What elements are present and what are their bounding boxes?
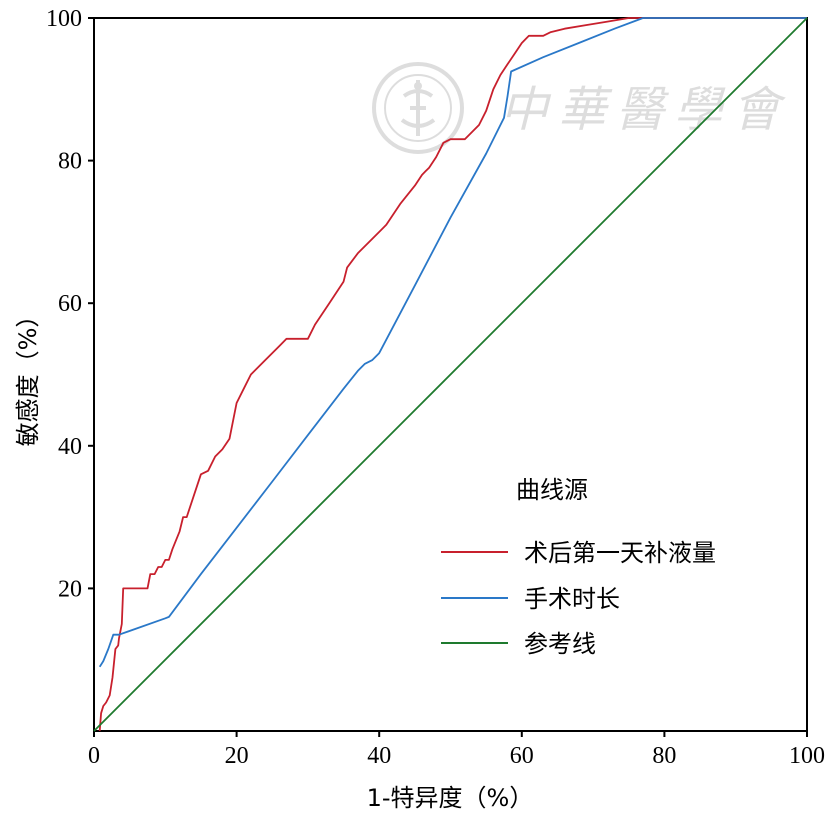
society-seal-icon [372,62,464,154]
y-axis-label: 敏感度（%） [14,304,42,447]
x-axis-label: 1-特异度（%） [367,784,534,812]
y-tick-label: 40 [58,434,82,460]
y-tick-label: 80 [58,149,82,175]
legend-label-2: 参考线 [524,630,596,658]
y-tick-label: 100 [46,6,82,32]
legend-label-0: 术后第一天补液量 [524,539,716,567]
x-tick-label: 40 [367,743,391,769]
axis-ticks: 0 20 40 60 80 100 20 40 60 80 100 [46,6,825,769]
series-line-2 [93,17,808,732]
plot-frame [93,17,808,732]
watermark-text: 中華醫學會 [500,82,790,138]
x-tick-label: 80 [652,743,676,769]
y-tick-label: 60 [58,291,82,317]
x-tick-label: 60 [510,743,534,769]
x-tick-label: 20 [225,743,249,769]
series-line-0 [98,17,807,732]
watermark: 中華醫學會 [372,62,790,154]
legend-label-1: 手术时长 [524,585,620,613]
series-line-1 [98,17,807,668]
series-group [93,17,808,732]
legend-title: 曲线源 [516,476,588,504]
x-tick-label: 100 [789,743,825,769]
y-tick-label: 20 [58,576,82,602]
x-tick-label: 0 [88,743,100,769]
